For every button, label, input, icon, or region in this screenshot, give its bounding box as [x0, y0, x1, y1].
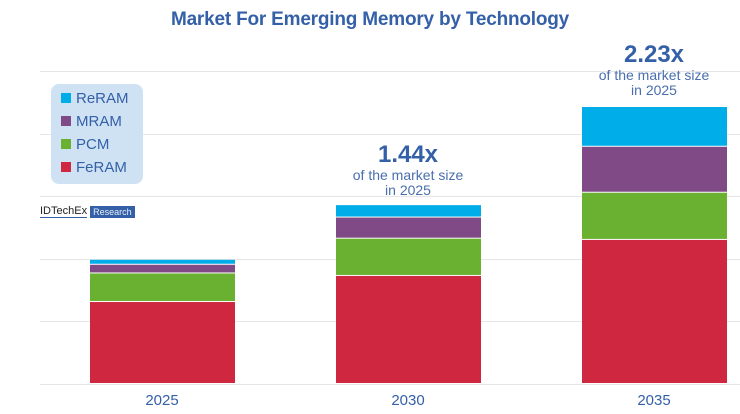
legend-item-feram: FeRAM: [61, 157, 127, 177]
x-tick-label-2035: 2035: [637, 392, 671, 409]
bar-reram-2025: [90, 259, 235, 264]
brand-logo: IDTechEx Research: [40, 205, 135, 218]
x-tick-label-2025: 2025: [145, 392, 179, 409]
legend-item-reram: ReRAM: [61, 88, 129, 108]
legend-item-pcm: PCM: [61, 134, 109, 154]
legend-swatch-feram: [61, 162, 71, 172]
annotation-2030-line1: of the market size: [352, 167, 464, 183]
legend: ReRAM MRAM PCM FeRAM: [51, 84, 143, 184]
annotation-2035-multiplier: 2.23x: [623, 41, 685, 68]
legend-item-mram: MRAM: [61, 111, 122, 131]
bar-mram-2035: [582, 146, 727, 192]
legend-label-mram: MRAM: [76, 112, 122, 130]
bar-pcm-2035: [582, 192, 727, 239]
bars: [90, 107, 727, 383]
bar-reram-2035: [582, 107, 727, 146]
bar-reram-2030: [336, 205, 481, 217]
bar-feram-2035: [582, 239, 727, 383]
legend-label-feram: FeRAM: [76, 158, 127, 176]
annotation-2035: 2.23x of the market size in 2025: [569, 42, 739, 98]
bar-feram-2025: [90, 302, 235, 383]
brand-name: IDTechEx: [40, 205, 88, 218]
legend-swatch-reram: [61, 93, 71, 103]
bar-mram-2025: [90, 264, 235, 273]
chart-title: Market For Emerging Memory by Technology: [170, 9, 570, 30]
brand-tag: Research: [90, 205, 135, 218]
legend-label-reram: ReRAM: [76, 89, 129, 107]
annotation-2035-line1: of the market size: [598, 67, 710, 83]
legend-swatch-pcm: [61, 139, 71, 149]
legend-label-pcm: PCM: [76, 135, 110, 153]
bar-pcm-2030: [336, 238, 481, 275]
annotation-2035-line2: in 2025: [631, 82, 677, 98]
bar-pcm-2025: [90, 273, 235, 302]
annotation-2030: 1.44x of the market size in 2025: [323, 142, 493, 198]
annotation-2030-multiplier: 1.44x: [377, 141, 439, 168]
bar-mram-2030: [336, 217, 481, 238]
x-tick-label-2030: 2030: [391, 392, 425, 409]
bar-feram-2030: [336, 275, 481, 383]
annotation-2030-line2: in 2025: [385, 182, 431, 198]
legend-swatch-mram: [61, 116, 71, 126]
